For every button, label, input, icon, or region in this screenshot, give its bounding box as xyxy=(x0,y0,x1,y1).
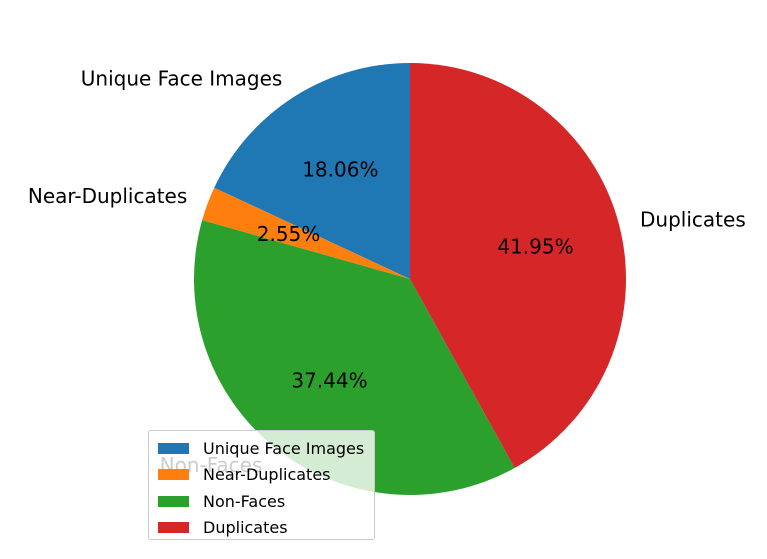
legend-swatch xyxy=(158,469,189,481)
category-label-duplicates: Duplicates xyxy=(640,208,746,232)
pie-slice-near-duplicates xyxy=(202,187,410,279)
pie-slice-unique-face-images xyxy=(214,63,410,279)
legend-label: Near-Duplicates xyxy=(203,465,331,485)
category-label-near-duplicates: Near-Duplicates xyxy=(28,184,187,208)
legend-entry-near-duplicates: Near-Duplicates xyxy=(158,462,374,489)
percent-label-unique-face-images: 18.06% xyxy=(302,158,378,182)
percent-label-duplicates: 41.95% xyxy=(497,235,573,259)
legend-swatch xyxy=(158,442,189,454)
legend-label: Duplicates xyxy=(203,518,288,538)
category-label-unique-face-images: Unique Face Images xyxy=(81,67,283,91)
percent-label-near-duplicates: 2.55% xyxy=(257,222,321,246)
pie-slice-non-faces xyxy=(193,220,515,496)
legend-swatch xyxy=(158,495,189,507)
legend-label: Non-Faces xyxy=(203,491,286,511)
pie-slice-duplicates xyxy=(410,63,626,468)
legend-entry-duplicates: Duplicates xyxy=(158,515,374,542)
pie-slices xyxy=(193,63,626,496)
legend: Unique Face Images Near-Duplicates Non-F… xyxy=(148,430,375,540)
percent-labels: 18.06% 2.55% 37.44% 41.95% xyxy=(257,158,574,393)
legend-swatch xyxy=(158,522,189,534)
percent-label-non-faces: 37.44% xyxy=(291,369,367,393)
legend-label: Unique Face Images xyxy=(203,438,365,458)
legend-entry-non-faces: Non-Faces xyxy=(158,488,374,515)
legend-entry-unique-face-images: Unique Face Images xyxy=(158,435,374,462)
